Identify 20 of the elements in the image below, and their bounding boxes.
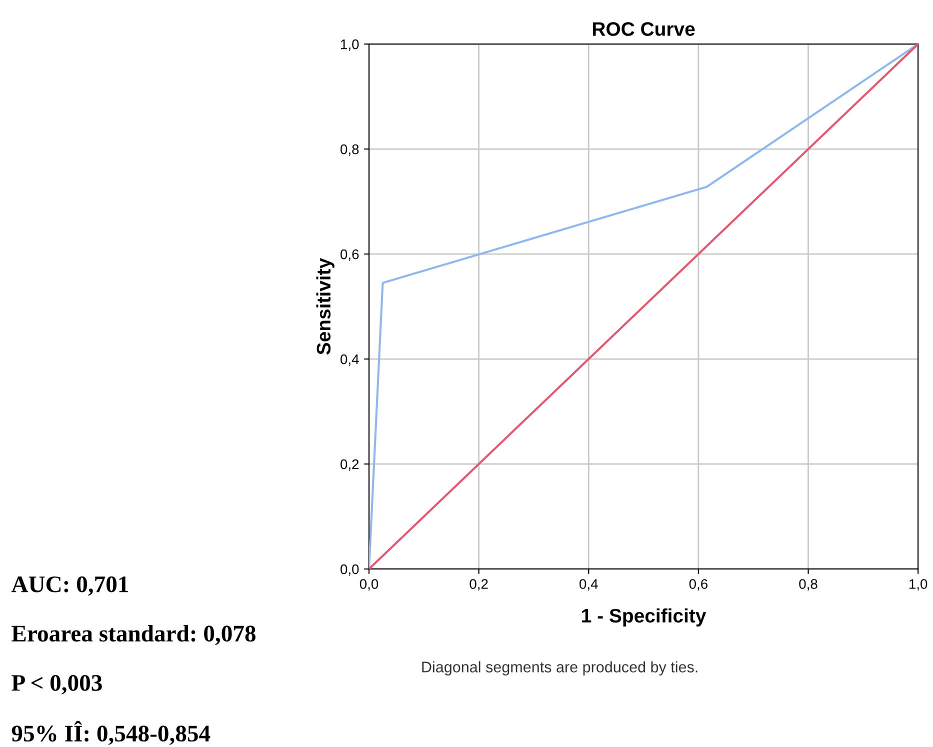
y-tick-label: 0,8 [340, 144, 359, 156]
y-tick-label: 0,6 [340, 249, 359, 261]
y-tick-label: 1,0 [341, 39, 359, 51]
x-tick-label: 0,0 [360, 579, 378, 591]
y-tick-label: 0,2 [340, 459, 359, 471]
x-tick-label: 0,8 [799, 579, 818, 591]
text: AUC: 0,701 [11, 576, 128, 596]
x-tick-label: 0,6 [689, 579, 708, 591]
x-axis-title: 1 - Specificity [582, 608, 706, 626]
x-tick-label: 0,4 [580, 579, 598, 591]
y-tick-label: 0,0 [340, 564, 359, 576]
chart-title: ROC Curve [592, 22, 695, 36]
y-axis-title: Sensitivity [316, 258, 334, 355]
text: 95% IÎ: 0,548-0,854 [12, 720, 210, 745]
text: P < 0,003 [12, 674, 102, 694]
x-tick-label: 1,0 [909, 579, 928, 591]
x-tick-label: 0,2 [470, 579, 488, 591]
text: Diagonal segments are produced by ties. [422, 661, 698, 676]
text: Eroarea standard: 0,078 [12, 624, 256, 646]
y-tick-label: 0,4 [340, 354, 359, 366]
